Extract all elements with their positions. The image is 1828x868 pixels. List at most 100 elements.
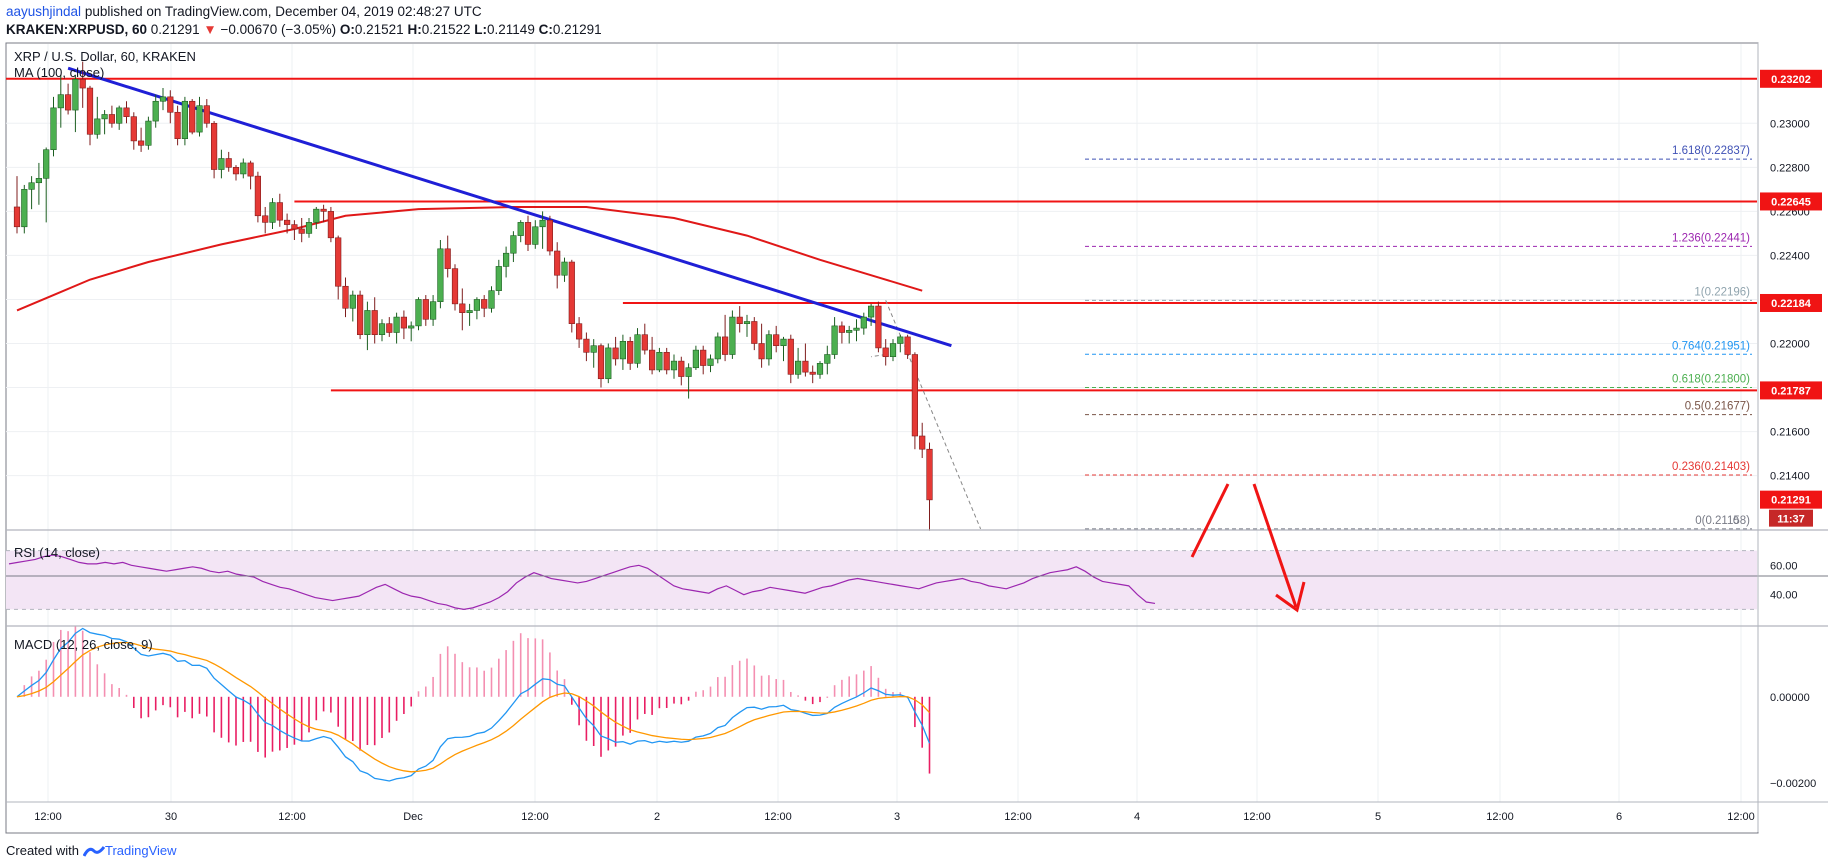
candle-body <box>145 120 152 146</box>
fib-connector <box>885 300 982 530</box>
candle-body <box>415 299 422 327</box>
candle-body <box>619 341 626 360</box>
x-tick-label: 12:00 <box>1486 811 1514 823</box>
chart-canvas[interactable]: 1.618(0.22837) 1.236(0.22441) 1(0.22196) 0.… <box>0 42 1828 840</box>
price-tag <box>1760 69 1822 88</box>
candle-body <box>451 268 459 305</box>
candle-body <box>481 299 488 309</box>
candle-body <box>422 299 429 320</box>
candle-body <box>860 316 867 329</box>
candle-body <box>94 118 101 135</box>
candle-body <box>867 305 875 318</box>
fib-level-label: 0.236(0.21403) <box>1672 461 1750 473</box>
candle-body <box>130 116 137 142</box>
candle-body <box>838 325 845 333</box>
candle-body <box>320 208 327 212</box>
tradingview-brand: TradingView <box>104 843 177 858</box>
candle-body <box>444 248 451 269</box>
candle-body <box>152 100 159 122</box>
fib-level-label: 1.236(0.22441) <box>1672 232 1750 244</box>
candle-body <box>532 226 539 245</box>
candle-body <box>561 261 568 276</box>
candle-body <box>269 202 276 223</box>
candle-body <box>780 338 787 347</box>
candle-body <box>787 338 794 375</box>
rsi-title: RSI (14, close) <box>14 545 100 560</box>
high-value: 0.21522 <box>421 22 471 37</box>
axes: 12:00 30 12:00 Dec 12:00 2 12:00 3 12:00 4 12:00 5 1… <box>6 43 1828 832</box>
change-value: −0.00670 (−3.05%) <box>220 22 337 37</box>
candle-body <box>612 347 619 360</box>
candle-body <box>736 316 743 324</box>
candle-body <box>459 303 466 313</box>
candle-body <box>875 305 882 349</box>
candle-body <box>700 349 707 366</box>
x-tick-label: 4 <box>1134 811 1140 823</box>
candle-body <box>641 334 648 351</box>
candle-body <box>349 294 356 309</box>
candle-body <box>116 107 123 124</box>
candle-body <box>247 162 254 177</box>
change-arrow: ▼ <box>203 22 217 37</box>
candle-body <box>108 114 115 124</box>
macd-title: MACD (12, 26, close, 9) <box>14 637 153 652</box>
fib-level-label: 0.5(0.21677) <box>1685 401 1750 413</box>
candle-body <box>816 363 824 375</box>
forecast-down-arrow <box>1252 483 1298 608</box>
open-value: 0.21521 <box>354 22 404 37</box>
candle-body <box>57 94 64 109</box>
candle-body <box>327 211 335 239</box>
candle-body <box>568 261 575 324</box>
candle-body <box>605 347 612 380</box>
candle-body <box>335 237 342 287</box>
candle-body <box>386 323 393 333</box>
x-tick-label: 12:00 <box>764 811 792 823</box>
candle-body <box>254 175 262 217</box>
macd-pane[interactable] <box>16 626 931 782</box>
ma-indicator-label: MA (100, close) <box>14 65 104 80</box>
tradingview-logo[interactable]: TradingView <box>82 843 177 858</box>
rsi-band <box>6 550 1757 610</box>
candle-body <box>765 334 772 360</box>
candle-body <box>751 321 758 344</box>
price-pane[interactable]: 1.618(0.22837) 1.236(0.22441) 1(0.22196) 0.… <box>6 61 1757 531</box>
candle-body <box>794 360 802 375</box>
y-tick-label: 0.21600 <box>1770 427 1810 439</box>
candle-body <box>583 338 590 353</box>
current-price-tag <box>1760 490 1822 509</box>
candle-body <box>510 235 517 254</box>
candle-body <box>473 299 481 311</box>
candle-body <box>232 167 240 175</box>
candle-body <box>743 321 751 324</box>
candle-body <box>13 206 21 228</box>
countdown-tag <box>1769 509 1813 527</box>
candle-body <box>283 219 291 225</box>
x-tick-label: 2 <box>654 811 660 823</box>
fib-level-label: 1(0.22196) <box>1694 286 1750 298</box>
rsi-pane[interactable] <box>6 550 1757 610</box>
candle-body <box>174 111 181 139</box>
x-tick-label: 12:00 <box>1243 811 1271 823</box>
candle-body <box>648 349 656 371</box>
candle-body <box>502 252 510 267</box>
fib-level-label: 0.764(0.21951) <box>1672 340 1750 352</box>
candle-body <box>590 345 597 353</box>
candle-body <box>714 336 721 360</box>
candle-body <box>773 334 780 347</box>
macd-y-tick: 0.00000 <box>1770 692 1810 704</box>
author-link[interactable]: aayushjindal <box>6 4 82 19</box>
candle-body <box>634 334 641 364</box>
candle-body <box>488 290 495 309</box>
x-tick-label: 12:00 <box>521 811 549 823</box>
candle-body <box>43 149 50 179</box>
candle-body <box>79 78 86 89</box>
x-tick-label: 12:00 <box>278 811 306 823</box>
x-tick-label: 5 <box>1375 811 1381 823</box>
candle-body <box>65 94 72 111</box>
high-label: H: <box>407 22 422 37</box>
candle-body <box>729 316 736 355</box>
rsi-y-tick: 60.00 <box>1770 560 1798 572</box>
candle-body <box>853 327 860 331</box>
forecast-up-arrow <box>1190 483 1230 558</box>
x-tick-label: 12:00 <box>1727 811 1755 823</box>
